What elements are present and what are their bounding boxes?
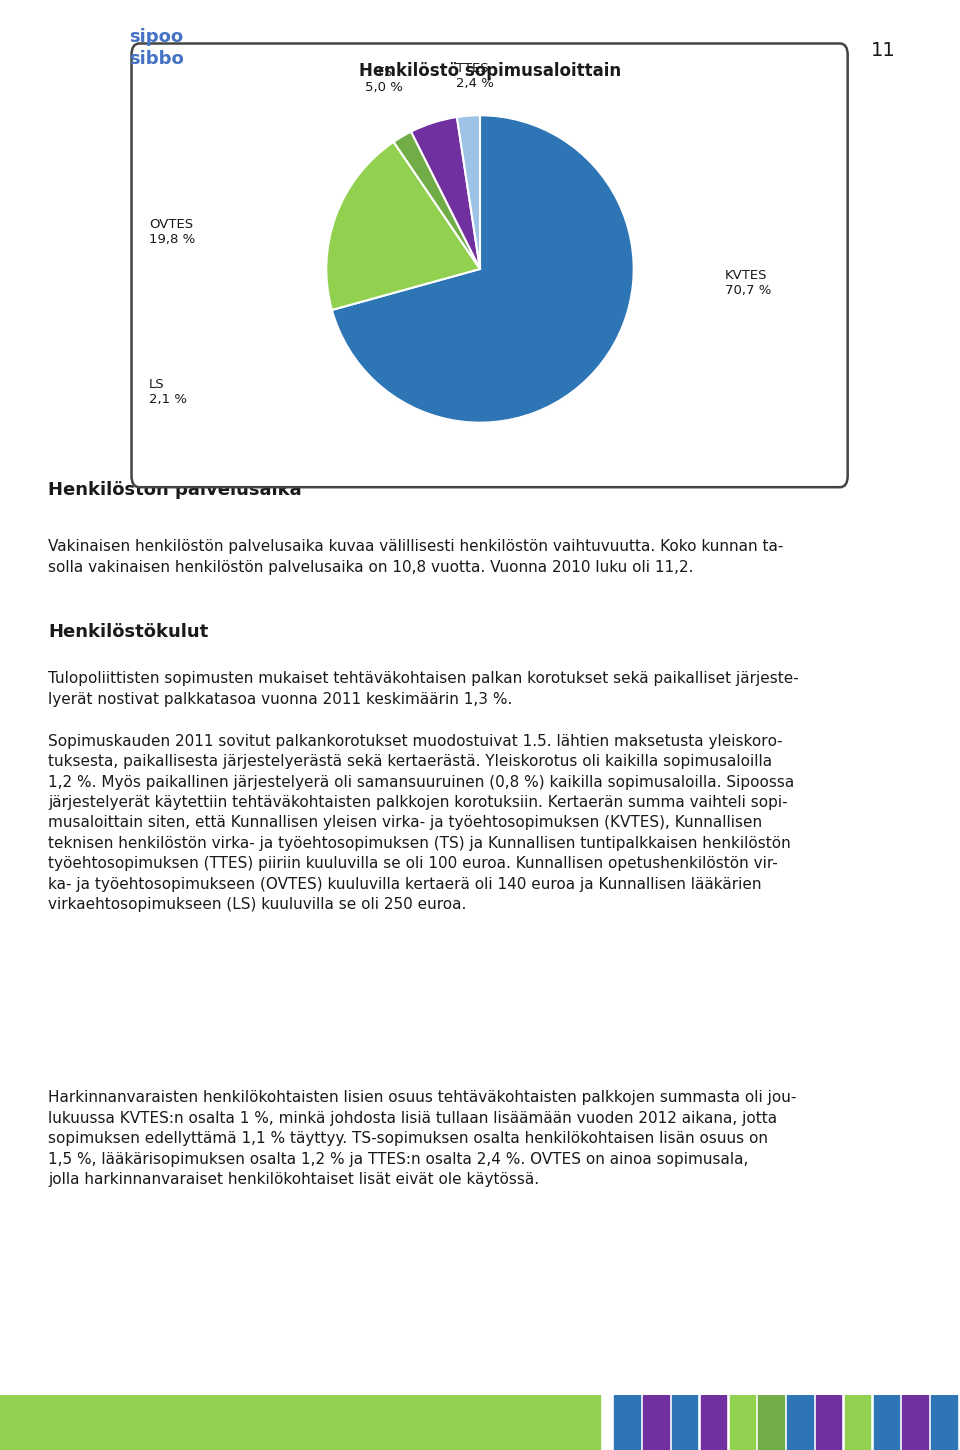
Text: Harkinnanvaraisten henkilökohtaisten lisien osuus tehtäväkohtaisten palkkojen su: Harkinnanvaraisten henkilökohtaisten lis… — [48, 1090, 797, 1188]
Text: TTES
2,4 %: TTES 2,4 % — [456, 62, 493, 90]
Wedge shape — [326, 142, 480, 310]
Text: 11: 11 — [871, 41, 896, 59]
Wedge shape — [411, 117, 480, 270]
Wedge shape — [457, 115, 480, 270]
Bar — [672, 1395, 697, 1450]
Text: Vakinaisen henkilöstön palvelusaika kuvaa välillisesti henkilöstön vaihtuvuutta.: Vakinaisen henkilöstön palvelusaika kuva… — [48, 539, 783, 574]
Bar — [787, 1395, 812, 1450]
Bar — [931, 1395, 956, 1450]
Text: Henkilöstökulut: Henkilöstökulut — [48, 624, 208, 641]
Bar — [758, 1395, 783, 1450]
Text: sipoo
sibbo: sipoo sibbo — [130, 28, 184, 68]
Text: LS
2,1 %: LS 2,1 % — [149, 377, 187, 406]
Bar — [701, 1395, 726, 1450]
Text: KVTES
70,7 %: KVTES 70,7 % — [725, 268, 771, 297]
Text: TS
5,0 %: TS 5,0 % — [365, 67, 403, 94]
Text: Tulopoliittisten sopimusten mukaiset tehtäväkohtaisen palkan korotukset sekä pai: Tulopoliittisten sopimusten mukaiset teh… — [48, 671, 799, 706]
Bar — [643, 1395, 668, 1450]
Bar — [0, 1395, 600, 1450]
Bar — [730, 1395, 755, 1450]
Text: Henkilöstön palvelusaika: Henkilöstön palvelusaika — [48, 481, 301, 499]
Text: Sopimuskauden 2011 sovitut palkankorotukset muodostuivat 1.5. lähtien maksetusta: Sopimuskauden 2011 sovitut palkankorotuk… — [48, 734, 794, 912]
Bar — [614, 1395, 639, 1450]
Bar — [845, 1395, 870, 1450]
Text: Henkilöstö sopimusaloittain: Henkilöstö sopimusaloittain — [358, 62, 621, 80]
Text: OVTES
19,8 %: OVTES 19,8 % — [149, 218, 195, 247]
Bar — [874, 1395, 899, 1450]
Bar — [902, 1395, 927, 1450]
Wedge shape — [394, 132, 480, 270]
Bar — [816, 1395, 841, 1450]
Wedge shape — [332, 116, 634, 422]
